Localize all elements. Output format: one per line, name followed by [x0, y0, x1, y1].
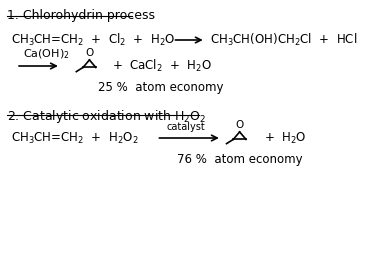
Text: CH$_3$CH=CH$_2$  +  Cl$_2$  +  H$_2$O: CH$_3$CH=CH$_2$ + Cl$_2$ + H$_2$O: [11, 32, 175, 48]
Text: +  CaCl$_2$  +  H$_2$O: + CaCl$_2$ + H$_2$O: [112, 58, 212, 74]
Text: O: O: [236, 120, 244, 130]
Text: Ca(OH)$_2$: Ca(OH)$_2$: [23, 47, 70, 61]
Text: O: O: [85, 48, 94, 58]
Text: 2. Catalytic oxidation with H$_2$O$_2$: 2. Catalytic oxidation with H$_2$O$_2$: [7, 108, 206, 125]
Text: +  H$_2$O: + H$_2$O: [264, 131, 306, 146]
Text: 1. Chlorohydrin process: 1. Chlorohydrin process: [7, 9, 155, 22]
Text: catalyst: catalyst: [166, 122, 205, 132]
Text: CH$_3$CH=CH$_2$  +  H$_2$O$_2$: CH$_3$CH=CH$_2$ + H$_2$O$_2$: [11, 131, 138, 146]
Text: CH$_3$CH(OH)CH$_2$Cl  +  HCl: CH$_3$CH(OH)CH$_2$Cl + HCl: [210, 32, 358, 48]
Text: 25 %  atom economy: 25 % atom economy: [98, 80, 224, 93]
Text: 76 %  atom economy: 76 % atom economy: [177, 153, 303, 165]
